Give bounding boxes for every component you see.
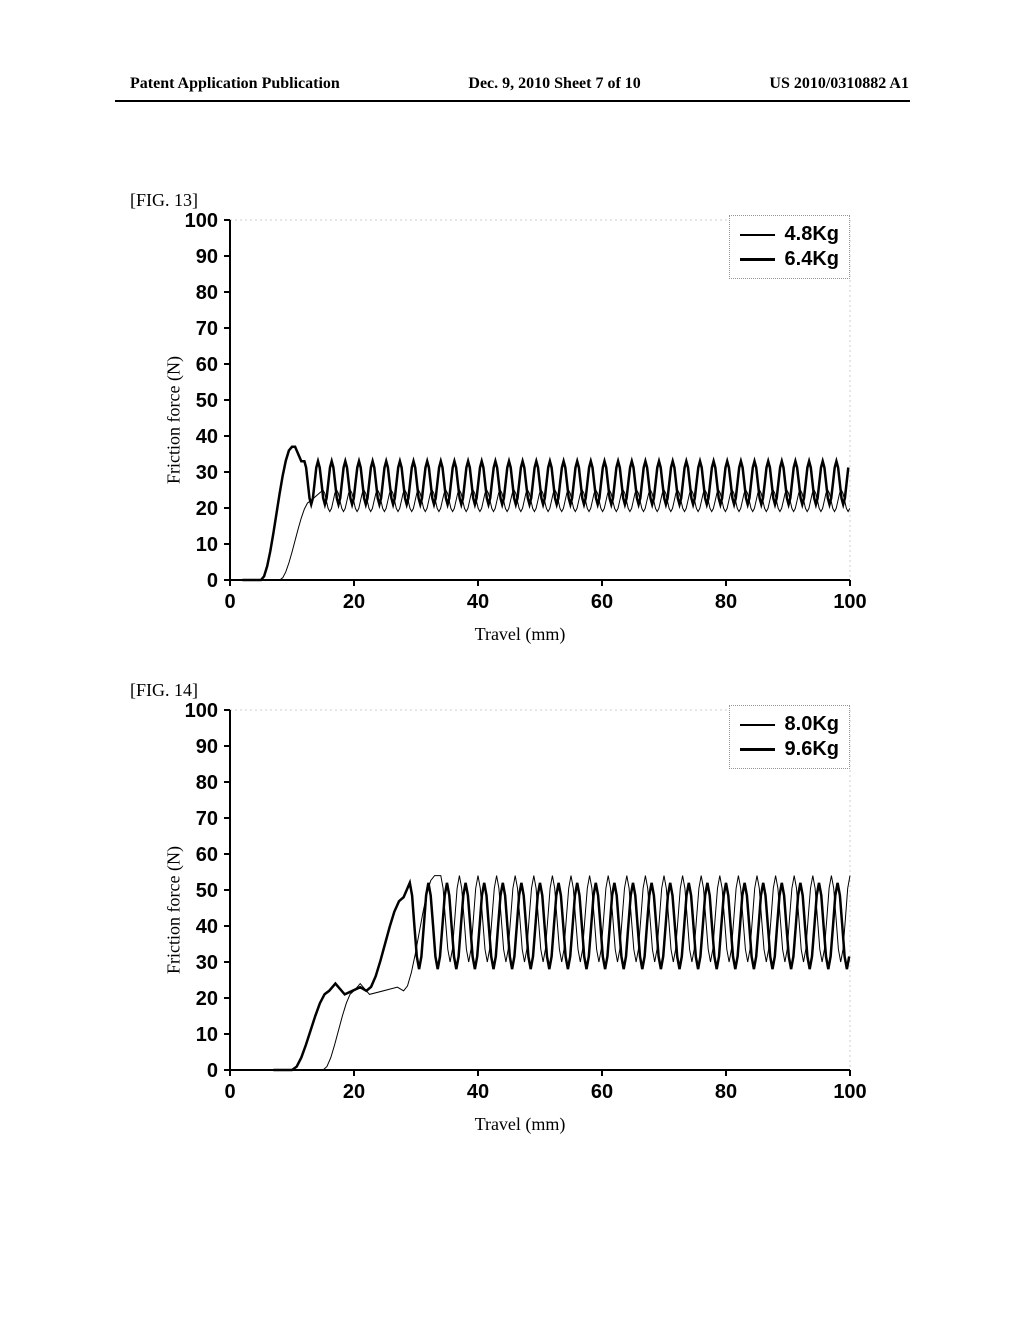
fig13-legend-item-1: 4.8Kg [740,223,839,246]
header-center: Dec. 9, 2010 Sheet 7 of 10 [468,75,640,93]
svg-text:100: 100 [833,591,866,613]
legend-line-icon [740,748,775,751]
svg-text:100: 100 [185,700,218,722]
svg-text:80: 80 [196,772,218,794]
svg-text:50: 50 [196,880,218,902]
svg-text:70: 70 [196,318,218,340]
fig13-xlabel: Travel (mm) [475,624,566,645]
svg-text:40: 40 [467,591,489,613]
header-right: US 2010/0310882 A1 [769,75,909,93]
svg-text:0: 0 [207,1060,218,1082]
svg-text:80: 80 [196,282,218,304]
svg-text:20: 20 [343,1081,365,1103]
legend-line-icon [740,258,775,261]
svg-text:30: 30 [196,462,218,484]
svg-text:0: 0 [207,570,218,592]
svg-text:90: 90 [196,246,218,268]
legend-line-icon [740,234,775,236]
fig14-legend-item-2: 9.6Kg [740,738,839,761]
legend-label-2: 6.4Kg [785,248,839,271]
svg-text:90: 90 [196,736,218,758]
svg-text:10: 10 [196,1024,218,1046]
svg-text:80: 80 [715,1081,737,1103]
svg-text:40: 40 [467,1081,489,1103]
svg-text:20: 20 [196,988,218,1010]
fig14-legend-item-1: 8.0Kg [740,713,839,736]
svg-text:50: 50 [196,390,218,412]
svg-text:60: 60 [196,354,218,376]
svg-text:60: 60 [591,1081,613,1103]
fig13-legend-item-2: 6.4Kg [740,248,839,271]
fig14-xlabel: Travel (mm) [475,1114,566,1135]
svg-text:100: 100 [185,210,218,232]
svg-text:10: 10 [196,534,218,556]
header-left: Patent Application Publication [130,75,340,93]
fig14-legend: 8.0Kg 9.6Kg [729,705,850,769]
svg-text:20: 20 [343,591,365,613]
svg-text:40: 40 [196,916,218,938]
svg-text:30: 30 [196,952,218,974]
svg-text:100: 100 [833,1081,866,1103]
legend-line-icon [740,724,775,726]
fig14-ylabel: Friction force (N) [163,846,184,974]
svg-text:80: 80 [715,591,737,613]
header-divider [115,100,910,102]
svg-text:60: 60 [591,591,613,613]
fig14-chart: Friction force (N) Travel (mm) 010203040… [160,690,880,1130]
svg-text:70: 70 [196,808,218,830]
legend-label-1: 4.8Kg [785,223,839,246]
fig13-ylabel: Friction force (N) [163,356,184,484]
svg-text:20: 20 [196,498,218,520]
legend-label-1: 8.0Kg [785,713,839,736]
svg-text:60: 60 [196,844,218,866]
page-header: Patent Application Publication Dec. 9, 2… [0,75,1024,93]
fig13-legend: 4.8Kg 6.4Kg [729,215,850,279]
svg-text:40: 40 [196,426,218,448]
svg-text:0: 0 [224,1081,235,1103]
legend-label-2: 9.6Kg [785,738,839,761]
fig13-chart: Friction force (N) Travel (mm) 010203040… [160,200,880,640]
svg-text:0: 0 [224,591,235,613]
